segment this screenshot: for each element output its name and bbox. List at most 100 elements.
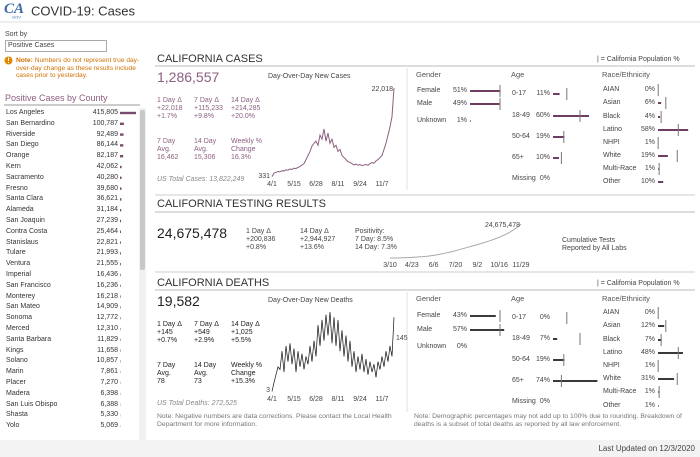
caption: Cumulative Tests Reported by All Labs [562, 237, 627, 252]
county-name[interactable]: San Mateo [6, 303, 40, 311]
stat-label: 14 Day Δ [300, 228, 329, 235]
county-name[interactable]: Tulare [6, 249, 26, 257]
chart-title: Day-Over-Day New Cases [268, 73, 351, 80]
category-label: Female [417, 312, 441, 319]
county-name[interactable]: Yolo [6, 422, 20, 430]
percent-label: 0% [539, 314, 550, 321]
avg-value: 78 [157, 378, 165, 385]
category-label: 18-49 [512, 112, 530, 119]
percent-label: 19% [535, 133, 550, 140]
county-name[interactable]: Madera [6, 389, 30, 397]
note-icon-mark [8, 57, 9, 61]
category-label: Latino [603, 126, 623, 133]
county-name[interactable]: Santa Clara [6, 195, 43, 203]
county-name[interactable]: Sacramento [6, 173, 44, 181]
percent-label: 60% [535, 112, 550, 119]
note-text: Numbers do not represent true day-over-d… [16, 57, 140, 79]
county-name[interactable]: Contra Costa [6, 227, 48, 235]
data-line [389, 223, 522, 259]
group-title: Gender [416, 70, 442, 79]
x-tick-label: 11/7 [375, 396, 389, 403]
category-label: 65+ [512, 377, 524, 384]
category-label: Male [417, 326, 433, 333]
x-tick-label: 9/24 [353, 181, 367, 188]
county-value: 36,621 [96, 195, 118, 203]
legend: | = California Population % [597, 280, 680, 287]
county-name[interactable]: Kern [6, 163, 21, 170]
group-title: Age [511, 70, 525, 79]
demographic-bar [658, 352, 683, 354]
county-bar [120, 155, 124, 158]
sort-label: Sort by [5, 31, 28, 38]
county-name[interactable]: Imperial [6, 271, 31, 278]
data-line [271, 87, 395, 177]
avg-value: 73 [194, 378, 202, 385]
county-name[interactable]: Placer [6, 379, 26, 386]
avg-label: 14 Day Avg. [194, 138, 217, 153]
demographic-bar [658, 155, 668, 157]
county-name[interactable]: Santa Barbara [6, 335, 52, 343]
county-value: 10,857 [96, 357, 118, 365]
county-bar [120, 209, 122, 212]
last-updated: Last Updated on 12/3/2020 [598, 444, 695, 453]
county-value: 12,310 [96, 325, 118, 332]
avg-label: Weekly % Change [231, 362, 262, 377]
stat-value: +22,018 [157, 105, 183, 112]
county-name[interactable]: Alameda [6, 206, 34, 214]
county-name[interactable]: Marin [6, 368, 24, 376]
total: 1,286,557 [157, 69, 220, 85]
county-name[interactable]: Shasta [6, 411, 28, 419]
county-name[interactable]: Kings [6, 346, 24, 354]
sort-dropdown[interactable] [5, 40, 107, 52]
stat-value: +0.7% [157, 337, 178, 344]
county-bar [120, 165, 122, 169]
category-label: 50-64 [512, 133, 530, 140]
us-total: US Total Cases: 13,822,249 [157, 176, 245, 183]
county-name[interactable]: Solano [6, 357, 28, 365]
percent-label: 0% [644, 309, 655, 316]
x-tick-label: 6/28 [309, 396, 323, 403]
x-tick-label: 11/7 [375, 181, 389, 188]
category-label: Unknown [417, 343, 447, 350]
county-name[interactable]: San Diego [6, 141, 39, 149]
sort-value[interactable]: Positive Cases [8, 42, 55, 49]
percent-label: 10% [640, 178, 655, 185]
category-label: 0-17 [512, 314, 527, 321]
percent-label: 1% [644, 402, 655, 409]
avg-value: 16.3% [231, 154, 251, 161]
data-label: 145 [396, 335, 408, 343]
county-value: 39,680 [96, 184, 118, 192]
county-name[interactable]: Fresno [6, 184, 28, 192]
county-name[interactable]: San Francisco [6, 281, 51, 289]
county-name[interactable]: Los Angeles [6, 109, 45, 116]
county-name[interactable]: Orange [6, 152, 30, 160]
stat-label: 7 Day Δ [194, 97, 219, 104]
percent-label: 10% [535, 154, 550, 161]
note-icon-dot [8, 62, 9, 63]
scrollbar[interactable] [139, 108, 146, 440]
county-name[interactable]: Ventura [6, 260, 31, 268]
county-name[interactable]: San Joaquin [6, 217, 45, 224]
county-name[interactable]: Sonoma [6, 314, 33, 322]
category-label: 65+ [512, 154, 524, 161]
scrollbar-thumb[interactable] [140, 110, 145, 270]
percent-label: 74% [535, 377, 550, 384]
county-name[interactable]: Riverside [6, 130, 36, 138]
stat-label: 1 Day Δ [157, 321, 182, 328]
demographic-bar [470, 120, 471, 122]
category-label: Asian [603, 99, 621, 106]
demographic-bar [658, 405, 659, 407]
category-label: AIAN [603, 309, 620, 316]
county-name[interactable]: Stanislaus [6, 238, 39, 246]
section-title: CALIFORNIA DEATHS [157, 277, 270, 289]
county-name[interactable]: Monterey [6, 292, 36, 300]
percent-label: 1% [456, 117, 467, 124]
demographic-bar [658, 129, 689, 131]
category-label: Unknown [417, 117, 447, 124]
x-tick-label: 5/15 [287, 396, 301, 403]
county-name[interactable]: San Luis Obispo [6, 400, 58, 408]
county-name[interactable]: Merced [6, 325, 30, 332]
county-name[interactable]: San Bernardino [6, 119, 55, 127]
stat-value: +145 [157, 329, 173, 336]
category-label: 50-64 [512, 356, 530, 363]
